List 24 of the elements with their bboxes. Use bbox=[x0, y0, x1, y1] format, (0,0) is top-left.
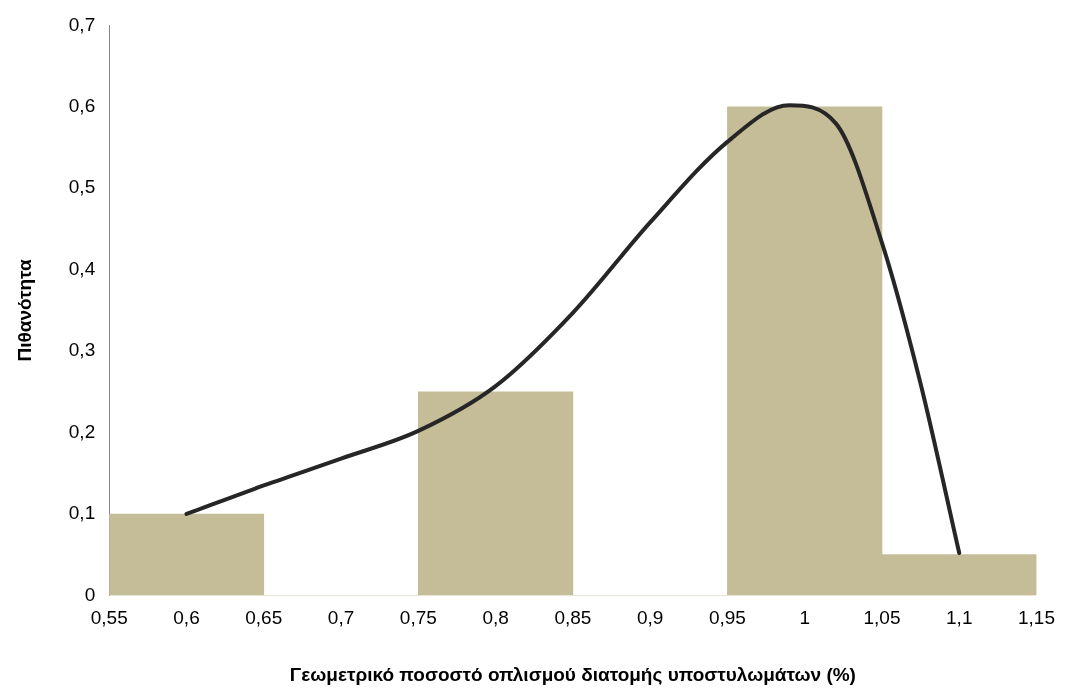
y-tick-label: 0,5 bbox=[68, 176, 96, 198]
x-tick-label: 0,75 bbox=[399, 607, 437, 629]
x-tick-label: 0,8 bbox=[482, 607, 509, 629]
x-tick-label: 0,9 bbox=[636, 607, 664, 629]
x-tick-label: 0,95 bbox=[708, 607, 746, 629]
y-tick-label: 0,6 bbox=[68, 95, 96, 117]
x-tick-label: 1,1 bbox=[946, 607, 973, 629]
y-tick-label: 0,1 bbox=[68, 502, 96, 524]
x-tick-label: 1,05 bbox=[863, 607, 901, 629]
line-series bbox=[184, 103, 962, 556]
x-tick-label: 0,65 bbox=[245, 607, 283, 629]
x-tick-label: 1,15 bbox=[1018, 607, 1055, 629]
y-tick-label: 0,3 bbox=[68, 339, 96, 361]
x-tick-label: 0,7 bbox=[327, 607, 355, 629]
y-tick-label: 0,4 bbox=[68, 257, 96, 279]
x-tick-label: 0,55 bbox=[90, 607, 128, 629]
x-tick-label: 0,85 bbox=[554, 607, 592, 629]
y-tick-label: 0,2 bbox=[68, 420, 96, 442]
x-tick-label: 1 bbox=[799, 607, 810, 629]
y-tick-label: 0 bbox=[84, 583, 96, 605]
y-tick-label: 0,7 bbox=[68, 13, 96, 35]
x-tick-label: 0,6 bbox=[173, 607, 200, 629]
y-axis-title: Πιθανότητα bbox=[13, 258, 35, 362]
x-axis-title: Γεωμετρικό ποσοστό οπλισμού διατομής υποστυλωμάτων (%) bbox=[289, 663, 856, 685]
